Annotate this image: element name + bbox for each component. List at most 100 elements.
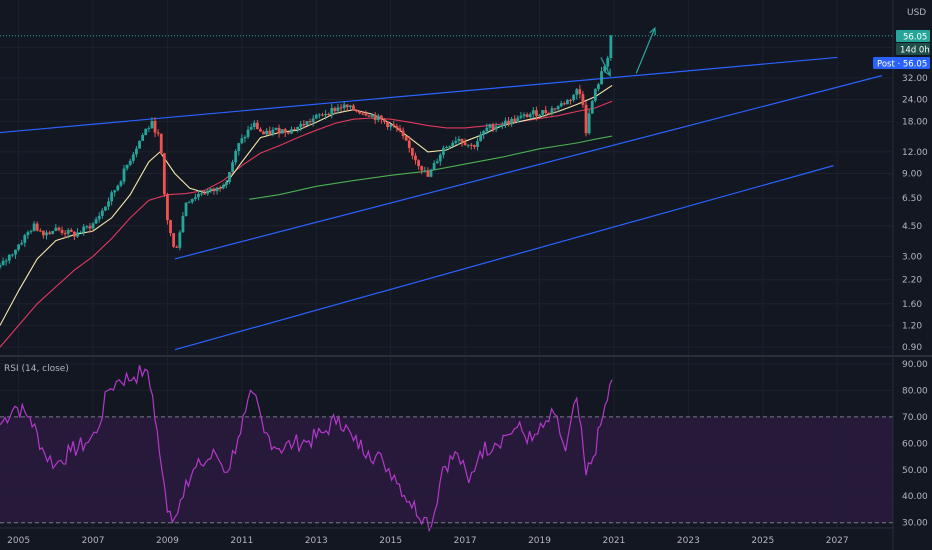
- candle-body: [600, 71, 603, 85]
- candle-body: [531, 110, 535, 115]
- candle-body: [395, 126, 399, 129]
- candle-body: [392, 124, 396, 127]
- candle-body: [407, 140, 411, 148]
- candle-body: [206, 190, 210, 194]
- x-tick-label: 2027: [826, 536, 849, 546]
- candle-body: [290, 129, 293, 134]
- candle-body: [299, 124, 303, 127]
- candle-body: [504, 120, 507, 125]
- candle-body: [441, 147, 445, 155]
- trendline[interactable]: [174, 75, 882, 260]
- candle-body: [57, 227, 61, 230]
- candle-body: [73, 231, 76, 237]
- rsi-tick-label: 70.00: [902, 413, 928, 423]
- candle-body: [193, 197, 197, 200]
- candle-body: [562, 103, 566, 105]
- candle-body: [175, 246, 179, 248]
- rsi-tick-label: 50.00: [902, 466, 928, 476]
- candle-body: [4, 260, 8, 262]
- candle-body: [17, 244, 21, 250]
- candle-body: [283, 129, 287, 133]
- rsi-label[interactable]: RSI (14, close): [4, 364, 69, 374]
- candle-body: [361, 113, 365, 115]
- x-tick-label: 2005: [7, 536, 30, 546]
- candle-body: [522, 114, 526, 116]
- candle-body: [355, 110, 358, 112]
- candle-body: [386, 121, 389, 127]
- candle-body: [345, 104, 349, 108]
- candle-body: [187, 202, 191, 204]
- candle-body: [265, 130, 269, 135]
- candle-body: [383, 119, 386, 122]
- candle-body: [122, 168, 126, 182]
- candle-body: [606, 57, 610, 67]
- candle-body: [153, 120, 157, 133]
- candle-body: [609, 35, 613, 58]
- price-tick-label: 3.00: [902, 252, 922, 262]
- arrow-annotation[interactable]: [635, 26, 656, 74]
- price-tag-post-text: Post · 56.05: [877, 60, 927, 70]
- trendline[interactable]: [0, 56, 838, 134]
- trendline[interactable]: [174, 165, 834, 351]
- candle-body: [410, 147, 414, 156]
- candle-body: [144, 128, 148, 135]
- price-panel[interactable]: [0, 26, 893, 351]
- candle-body: [178, 232, 182, 248]
- candle-body: [367, 115, 371, 117]
- candle-body: [469, 144, 473, 146]
- candle-body: [507, 120, 510, 125]
- price-tick-label: 12.00: [902, 148, 928, 158]
- candle-body: [314, 114, 318, 119]
- candle-body: [147, 128, 151, 130]
- candle-body: [181, 215, 185, 233]
- candle-body: [339, 107, 343, 109]
- candle-body: [445, 147, 448, 149]
- candle-body: [373, 114, 377, 120]
- candle-body: [0, 265, 2, 268]
- candle-body: [572, 94, 576, 101]
- candle-body: [7, 254, 11, 261]
- candle-body: [135, 148, 138, 155]
- candle-body: [237, 143, 241, 152]
- price-tick-label: 24.00: [902, 96, 928, 106]
- candle-body: [184, 202, 188, 216]
- candle-body: [482, 131, 486, 135]
- x-tick-label: 2011: [230, 536, 253, 546]
- candle-body: [48, 232, 52, 234]
- rsi-panel: [0, 365, 893, 533]
- candle-body: [131, 154, 135, 161]
- candle-body: [215, 187, 219, 192]
- candle-body: [20, 242, 24, 245]
- price-tag-post: Post · 56.05: [873, 57, 930, 70]
- candle-body: [23, 235, 27, 243]
- x-tick-label: 2023: [677, 536, 700, 546]
- candle-body: [593, 89, 597, 101]
- arrow-annotation[interactable]: [600, 57, 611, 77]
- candle-body: [116, 185, 120, 191]
- candle-body: [60, 229, 64, 233]
- candle-body: [150, 120, 154, 129]
- candle-body: [51, 230, 55, 234]
- candle-body: [435, 161, 439, 164]
- arrow-shaft: [600, 57, 611, 76]
- candle-body: [190, 199, 194, 203]
- candle-body: [35, 223, 39, 231]
- candle-body: [538, 114, 541, 117]
- candle-body: [324, 113, 327, 116]
- x-tick-label: 2013: [305, 536, 328, 546]
- ma-long-line: [249, 135, 613, 200]
- candle-body: [404, 135, 408, 141]
- candle-body: [128, 160, 132, 165]
- price-tick-label: 2.20: [902, 276, 922, 286]
- candle-body: [473, 145, 476, 147]
- candle-body: [141, 134, 145, 141]
- candle-body: [26, 232, 30, 236]
- candle-body: [569, 99, 572, 101]
- price-tick-label: 18.00: [902, 117, 928, 127]
- candle-body: [280, 129, 284, 134]
- candle-body: [110, 192, 114, 202]
- candle-body: [575, 89, 579, 95]
- candle-body: [426, 170, 430, 177]
- price-tick-label: 0.90: [902, 343, 922, 353]
- rsi-tick-label: 60.00: [902, 439, 928, 449]
